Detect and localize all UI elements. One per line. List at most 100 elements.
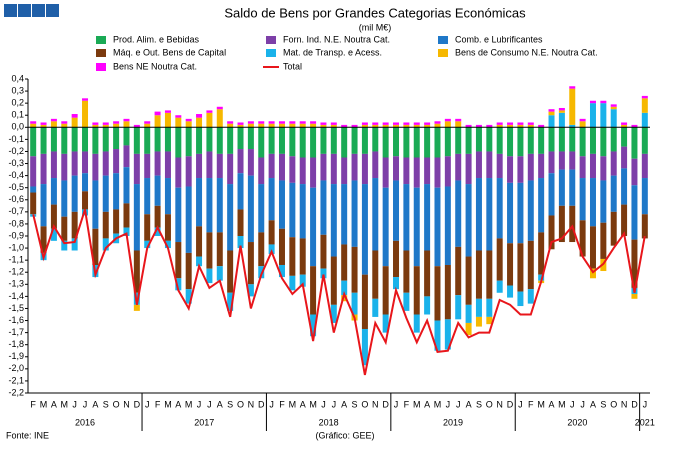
y-tick-label: -2,0 — [8, 363, 24, 373]
bar-segment — [30, 192, 37, 215]
bar-segment — [330, 153, 337, 185]
bar-segment — [40, 226, 47, 253]
bar-segment — [123, 227, 130, 236]
bar-segment — [50, 178, 57, 205]
bar-segment — [486, 124, 493, 128]
bar-segment — [113, 121, 120, 124]
bar-segment — [82, 191, 89, 210]
bar-segment — [527, 127, 534, 154]
bar-segment — [382, 157, 389, 188]
bar-segment — [496, 127, 503, 154]
bar-segment — [610, 127, 617, 152]
x-tick-label: J — [518, 399, 523, 409]
bar-segment — [455, 118, 462, 122]
bar-segment — [299, 123, 306, 128]
bar-segment — [133, 124, 140, 128]
bar-segment — [579, 127, 586, 157]
legend-swatch — [438, 49, 448, 57]
bar-segment — [621, 124, 628, 128]
x-tick-label: S — [103, 399, 109, 409]
bar-segment — [102, 151, 109, 176]
bar-segment — [361, 184, 368, 275]
bar-segment — [455, 295, 462, 320]
bar-segment — [278, 153, 285, 181]
bar-segment — [455, 153, 462, 181]
bar-segment — [310, 123, 317, 128]
bar-segment — [621, 127, 628, 147]
bar-segment — [30, 121, 37, 124]
bar-segment — [61, 216, 68, 241]
bar-segment — [175, 157, 182, 188]
bar-segment — [71, 211, 78, 239]
bar-segment — [102, 211, 109, 239]
bar-segment — [102, 124, 109, 128]
bar-segment — [393, 180, 400, 241]
bar-segment — [237, 122, 244, 125]
bar-segment — [196, 153, 203, 179]
bar-segment — [92, 153, 99, 181]
legend-label: Bens de Consumo N.E. Noutra Cat. — [455, 47, 598, 57]
bar-segment — [496, 122, 503, 125]
bar-segment — [382, 127, 389, 158]
x-tick-label: F — [279, 399, 285, 409]
bar-segment — [123, 145, 130, 168]
x-tick-label: D — [258, 399, 265, 409]
bar-segment — [351, 153, 358, 181]
bar-segment — [403, 122, 410, 125]
bar-segment — [569, 86, 576, 89]
bar-segment — [299, 274, 306, 287]
bar-segment — [610, 175, 617, 212]
bar-segment — [310, 266, 317, 315]
year-label: 2018 — [319, 417, 339, 427]
x-tick-label: O — [237, 399, 244, 409]
bar-segment — [320, 127, 327, 154]
bar-segment — [175, 242, 182, 279]
bar-segment — [455, 180, 462, 247]
bar-segment — [196, 178, 203, 227]
x-tick-label: J — [83, 399, 88, 409]
logo-block — [18, 4, 31, 17]
bar-segment — [569, 169, 576, 206]
bar-segment — [92, 127, 99, 154]
bar-segment — [61, 123, 68, 128]
bar-segment — [216, 109, 223, 128]
x-tick-label: J — [570, 399, 575, 409]
bar-segment — [600, 222, 607, 259]
y-tick-label: -1,5 — [8, 303, 24, 313]
bar-segment — [164, 151, 171, 179]
bar-segment — [227, 153, 234, 185]
bar-segment — [133, 184, 140, 251]
bar-segment — [268, 220, 275, 245]
bar-segment — [289, 237, 296, 276]
bar-segment — [465, 256, 472, 305]
bar-segment — [102, 122, 109, 125]
bar-segment — [475, 298, 482, 317]
bar-segment — [82, 98, 89, 101]
bar-segment — [579, 156, 586, 179]
x-tick-label: N — [372, 399, 379, 409]
bar-segment — [548, 173, 555, 216]
y-tick-label: -2,1 — [8, 375, 24, 385]
bar-segment — [610, 211, 617, 246]
bar-segment — [351, 246, 358, 293]
bar-segment — [30, 127, 37, 157]
x-tick-label: J — [394, 399, 399, 409]
bar-segment — [527, 289, 534, 304]
bar-segment — [175, 127, 182, 158]
bar-segment — [372, 298, 379, 317]
bar-segment — [30, 123, 37, 128]
bar-segment — [320, 268, 327, 279]
bar-segment — [237, 127, 244, 150]
bar-segment — [475, 250, 482, 299]
bar-segment — [247, 123, 254, 128]
bar-segment — [424, 157, 431, 185]
bar-segment — [641, 98, 648, 113]
legend-swatch — [266, 49, 276, 57]
bar-segment — [465, 127, 472, 154]
bar-segment — [548, 127, 555, 152]
x-tick-label: M — [434, 399, 442, 409]
bar-segment — [216, 153, 223, 179]
x-tick-label: O — [113, 399, 120, 409]
bar-segment — [589, 103, 596, 128]
bar-segment — [299, 184, 306, 239]
